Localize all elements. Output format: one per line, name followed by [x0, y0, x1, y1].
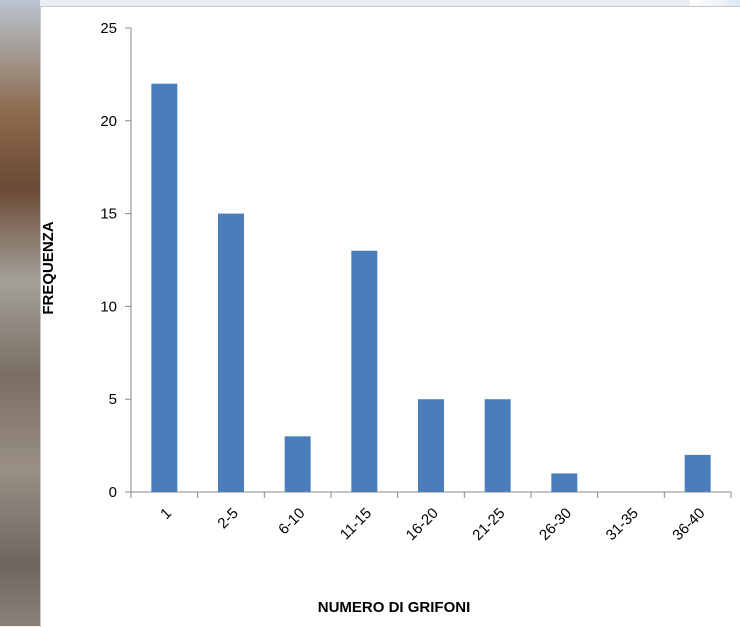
x-tick-label: 1 — [157, 505, 175, 523]
x-tick-labels: 1 2-5 6-10 11-15 16-20 21-25 26-30 31-35 36-40 — [157, 505, 708, 544]
y-tick-label: 5 — [109, 391, 117, 408]
bar-21-25 — [484, 399, 511, 492]
bar-11-15 — [351, 250, 378, 492]
y-tick-label: 15 — [100, 206, 117, 223]
bar-6-10 — [284, 436, 311, 492]
x-tick-label: 11-15 — [337, 505, 375, 543]
background-photo — [0, 0, 40, 626]
bar-2-5 — [218, 213, 244, 492]
y-tick-label: 10 — [100, 298, 117, 315]
x-tick-label: 21-25 — [469, 505, 508, 544]
bar-16-20 — [418, 399, 444, 492]
x-tick-label: 26-30 — [536, 505, 575, 544]
y-tick-label: 20 — [100, 113, 117, 130]
bars — [151, 83, 711, 493]
x-tick-label: 36-40 — [669, 505, 708, 544]
y-axis-title: FREQUENZA — [40, 221, 57, 315]
x-tick-label: 16-20 — [403, 505, 442, 544]
bar-1 — [151, 83, 178, 493]
x-tick-label: 31-35 — [603, 505, 642, 544]
bar-36-40 — [684, 454, 711, 492]
x-tick-label: 2-5 — [214, 505, 241, 532]
bar-26-30 — [551, 473, 578, 492]
y-tick-label: 25 — [100, 20, 117, 37]
x-tick-label: 6-10 — [275, 505, 308, 538]
x-axis-title: NUMERO DI GRIFONI — [318, 599, 471, 616]
y-tick-labels: 0 5 10 15 20 25 — [100, 20, 117, 501]
y-tick-label: 0 — [109, 484, 117, 501]
